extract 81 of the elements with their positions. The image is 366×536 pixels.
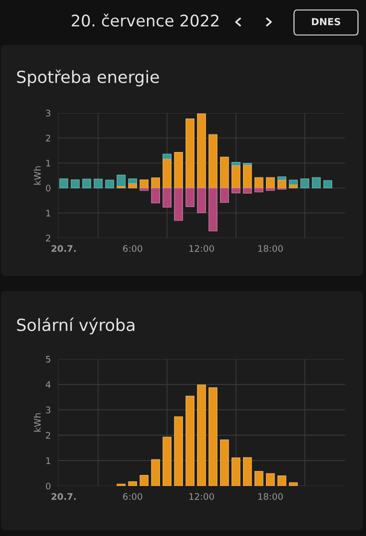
bar bbox=[288, 184, 298, 188]
y-tick-label: 1 bbox=[46, 210, 50, 216]
y-tick-label: 4 bbox=[46, 381, 51, 388]
bar bbox=[208, 134, 218, 188]
x-tick-label: 20.7. bbox=[52, 493, 76, 500]
y-axis-title: kWh bbox=[34, 166, 41, 185]
x-tick-label: 18:00 bbox=[258, 493, 283, 500]
bar bbox=[174, 416, 183, 486]
bar bbox=[208, 387, 218, 486]
bar bbox=[140, 475, 149, 486]
bar bbox=[197, 188, 206, 214]
y-tick-label: 5 bbox=[46, 356, 50, 363]
bar bbox=[220, 439, 229, 486]
bar bbox=[323, 180, 332, 188]
bar bbox=[254, 470, 264, 486]
y-axis-title: kWh bbox=[34, 413, 41, 432]
chart-title: Spotřeba energie bbox=[17, 70, 159, 86]
bar bbox=[82, 178, 92, 188]
y-tick-label: 3 bbox=[46, 406, 50, 414]
x-tick-label: 6:00 bbox=[123, 245, 142, 252]
bar bbox=[162, 188, 172, 208]
bar bbox=[162, 436, 172, 486]
bar bbox=[243, 164, 252, 188]
bar bbox=[116, 174, 126, 187]
bar bbox=[128, 183, 138, 188]
bar bbox=[140, 179, 149, 188]
bar bbox=[288, 180, 298, 186]
bar bbox=[208, 188, 218, 232]
bar bbox=[243, 188, 252, 194]
bar bbox=[254, 188, 264, 192]
bar bbox=[151, 177, 160, 188]
y-tick-label: 2 bbox=[46, 432, 50, 439]
y-tick-label: 0 bbox=[46, 482, 50, 490]
bar bbox=[59, 178, 68, 188]
bar bbox=[197, 384, 206, 486]
bar bbox=[174, 152, 183, 188]
x-tick-label: 6:00 bbox=[123, 493, 142, 500]
x-tick-label: 12:00 bbox=[189, 493, 214, 500]
bar bbox=[70, 179, 80, 188]
bar bbox=[186, 188, 194, 208]
chart-title: Solární výroba bbox=[17, 318, 134, 334]
text: 20. července 2022 bbox=[72, 14, 218, 27]
bar bbox=[266, 188, 275, 191]
bar bbox=[162, 158, 172, 188]
bar bbox=[266, 473, 275, 486]
x-tick-label: 20.7. bbox=[52, 245, 76, 252]
y-tick-label: 3 bbox=[46, 110, 50, 117]
bar bbox=[232, 162, 240, 166]
bar bbox=[220, 156, 229, 188]
bar bbox=[277, 176, 286, 180]
bar bbox=[232, 188, 240, 194]
bar bbox=[140, 188, 149, 191]
x-tick-label: 18:00 bbox=[258, 245, 283, 252]
bar bbox=[186, 396, 194, 486]
y-tick-label: 2 bbox=[46, 134, 50, 142]
bar bbox=[105, 180, 114, 188]
bar bbox=[220, 188, 229, 203]
bar bbox=[288, 482, 298, 486]
bar bbox=[300, 178, 310, 188]
x-tick-label: 12:00 bbox=[189, 245, 214, 252]
bar bbox=[277, 476, 286, 486]
bar bbox=[243, 457, 252, 486]
bar bbox=[266, 177, 275, 188]
bar bbox=[312, 177, 321, 188]
bar bbox=[186, 118, 194, 188]
bar bbox=[232, 165, 240, 188]
y-tick-label: 2 bbox=[46, 234, 50, 242]
bar bbox=[94, 178, 103, 188]
bar bbox=[151, 459, 160, 486]
text: DNES bbox=[312, 18, 340, 26]
bar bbox=[128, 178, 138, 184]
bar bbox=[162, 154, 172, 160]
bar bbox=[128, 481, 138, 486]
y-tick-label: 1 bbox=[46, 160, 50, 166]
y-tick-label: 0 bbox=[46, 184, 50, 192]
bar bbox=[151, 188, 160, 204]
bar bbox=[174, 188, 183, 221]
bar bbox=[254, 177, 264, 188]
bar bbox=[197, 113, 206, 188]
bar bbox=[232, 458, 240, 486]
y-tick-label: 1 bbox=[46, 457, 50, 464]
